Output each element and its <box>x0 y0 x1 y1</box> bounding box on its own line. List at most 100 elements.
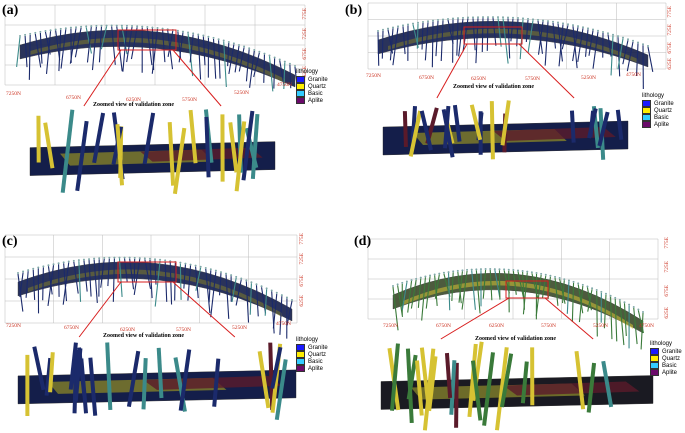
zoom-drill-hole <box>172 127 187 195</box>
collar-marker <box>628 303 631 306</box>
zoom-drill-hole <box>452 104 462 142</box>
collar-marker <box>507 268 510 271</box>
drill-hole <box>537 21 544 55</box>
zoom-drill-hole <box>77 347 87 396</box>
collar-marker <box>521 270 524 273</box>
collar-marker <box>447 271 450 274</box>
collar-marker <box>507 16 509 19</box>
drill-hole <box>610 35 614 76</box>
collar-marker <box>544 273 547 276</box>
drill-hole <box>28 34 31 80</box>
legend-item: Quartz <box>296 351 328 358</box>
collar-marker <box>100 24 103 27</box>
zoom-drill-hole <box>241 110 255 181</box>
drill-hole <box>544 22 549 66</box>
collar-marker <box>194 264 197 267</box>
drill-hole <box>502 18 509 64</box>
drill-hole <box>557 23 563 62</box>
zoom-drill-hole <box>469 104 483 141</box>
coord-label: 7250N <box>6 91 21 97</box>
coord-label: 675E <box>664 285 670 297</box>
validation-box <box>463 26 523 45</box>
drill-hole <box>407 281 413 313</box>
collar-marker <box>493 268 496 271</box>
zoom-drill-hole <box>228 122 239 173</box>
coord-label: 625E <box>667 58 673 70</box>
zoom-drill-hole <box>234 121 247 192</box>
drill-hole <box>588 30 594 56</box>
coord-label: 675E <box>667 42 673 54</box>
collar-marker <box>642 43 644 46</box>
collar-marker <box>42 265 45 268</box>
panel-b-render <box>367 2 667 160</box>
legend-item: Basic <box>296 358 328 365</box>
zoom-drill-hole <box>60 109 75 193</box>
drill-hole <box>489 269 493 301</box>
collar-marker <box>517 269 519 272</box>
collar-marker <box>417 21 419 24</box>
collar-marker <box>600 290 603 293</box>
drill-hole <box>86 27 92 63</box>
drill-hole <box>434 275 438 306</box>
legend-item: Aplite <box>650 369 682 376</box>
collar-marker <box>415 277 418 280</box>
collar-marker <box>219 271 222 274</box>
zoom-drill-hole <box>44 357 53 396</box>
zoom-drill-hole <box>68 342 78 390</box>
zoom-caption: Zoomed view of validation zone <box>453 84 534 90</box>
zoom-drill-hole <box>499 353 514 408</box>
drill-hole <box>69 28 77 64</box>
collar-marker <box>291 299 293 301</box>
collar-marker <box>429 274 432 277</box>
drill-hole <box>561 25 569 50</box>
collar-marker <box>492 16 494 19</box>
coord-label: 675E <box>302 48 308 60</box>
drill-hole <box>289 64 292 89</box>
coord-label: 5250N <box>581 75 596 81</box>
zoom-drill-hole <box>270 346 283 389</box>
collar-marker <box>39 30 42 33</box>
collar-marker <box>47 264 50 267</box>
drill-hole <box>434 274 440 299</box>
collar-marker <box>617 35 619 38</box>
drill-hole <box>63 263 68 302</box>
drill-hole <box>622 40 629 65</box>
collar-marker <box>387 27 389 30</box>
legend-label: Aplite <box>654 121 670 128</box>
drill-hole <box>507 18 511 59</box>
drill-hole <box>228 44 235 75</box>
collar-marker <box>275 291 278 294</box>
zoom-drill-hole <box>389 343 400 411</box>
collar-marker <box>419 276 422 279</box>
collar-marker <box>280 294 283 297</box>
coord-label: 7250N <box>383 323 398 329</box>
collar-marker <box>278 58 281 61</box>
drill-hole <box>535 274 542 316</box>
zoom-drill-hole <box>257 351 271 409</box>
zoom-drill-hole <box>422 348 436 431</box>
collar-marker <box>88 258 91 261</box>
drill-hole <box>559 278 566 304</box>
drill-hole <box>100 26 108 50</box>
collar-marker <box>192 32 195 35</box>
collar-marker <box>29 32 32 35</box>
collar-marker <box>535 272 538 275</box>
collar-marker <box>456 269 459 272</box>
legend-item: Aplite <box>296 365 328 372</box>
drill-hole <box>541 275 547 298</box>
zoom-drill-hole <box>405 348 414 424</box>
drill-hole <box>552 22 557 49</box>
drill-hole <box>74 27 82 58</box>
collar-marker <box>422 20 424 23</box>
zoom-drill-hole <box>408 110 423 157</box>
zoom-drill-hole <box>500 100 511 146</box>
drill-hole <box>458 18 464 57</box>
drill-hole <box>34 33 42 68</box>
collar-marker <box>604 292 607 295</box>
drill-hole <box>235 279 242 306</box>
drill-hole <box>592 31 599 69</box>
zoom-drill-hole <box>587 108 598 139</box>
collar-marker <box>154 258 156 261</box>
collar-marker <box>542 19 544 22</box>
drill-hole <box>417 278 422 308</box>
